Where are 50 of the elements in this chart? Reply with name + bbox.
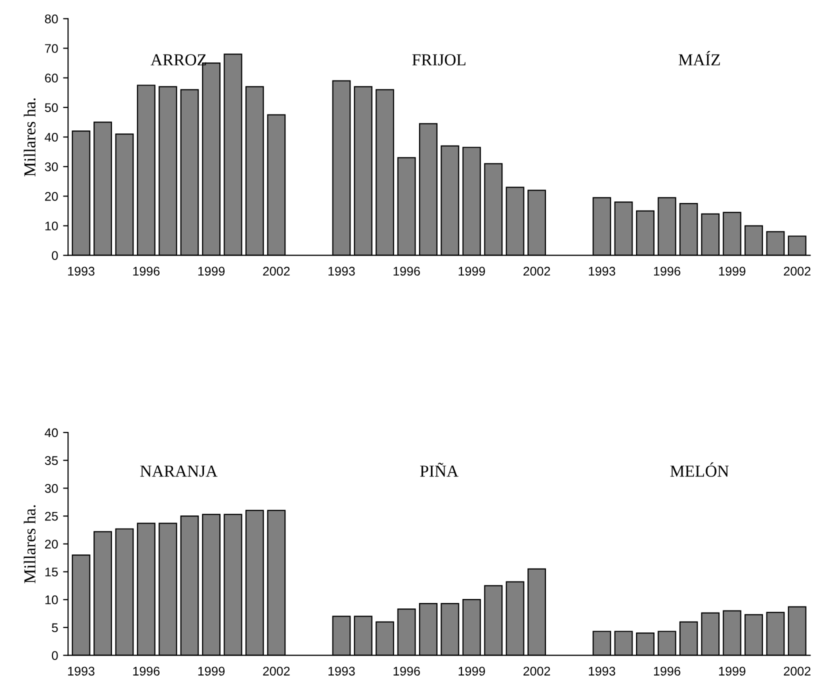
y-tick-label: 80 xyxy=(44,14,58,24)
x-tick-label: 1993 xyxy=(588,666,616,676)
y-tick-label: 20 xyxy=(45,192,58,201)
x-tick-label: 1993 xyxy=(588,266,616,276)
y-tick-label: 40 xyxy=(44,428,58,438)
y-tick-label: 5 xyxy=(52,623,58,632)
y-tick-label: 10 xyxy=(45,595,58,604)
x-tick-label: 1999 xyxy=(198,266,225,276)
annotation: MELÓN xyxy=(670,462,729,477)
y-tick-label: 50 xyxy=(44,103,58,112)
y-tick-label: 25 xyxy=(45,512,58,521)
x-tick-label: 1993 xyxy=(328,266,355,276)
y-axis-title: Millares ha. xyxy=(24,505,36,584)
y-tick-label: 15 xyxy=(45,568,58,576)
y-tick-label: 0 xyxy=(52,651,58,660)
x-tick-label: 2002 xyxy=(523,266,550,276)
x-tick-label: 1999 xyxy=(458,666,485,676)
y-tick-label: 35 xyxy=(44,456,58,466)
x-tick-label: 2002 xyxy=(263,266,290,276)
y-tick-label: 10 xyxy=(45,222,58,230)
x-tick-label: 2002 xyxy=(784,266,810,276)
x-tick-label: 1996 xyxy=(654,666,680,676)
x-tick-label: 1996 xyxy=(654,266,680,276)
y-tick-label: 70 xyxy=(45,44,58,53)
y-tick-label: 30 xyxy=(44,484,58,493)
x-tick-label: 1999 xyxy=(719,666,746,676)
x-tick-label: 1993 xyxy=(68,666,94,676)
x-tick-label: 2002 xyxy=(263,666,290,676)
y-tick-label: 30 xyxy=(44,162,58,172)
x-tick-label: 1996 xyxy=(133,666,160,676)
annotation: NARANJA xyxy=(140,466,218,477)
y-axis-title: Millares ha. xyxy=(24,98,36,176)
x-tick-label: 1996 xyxy=(394,666,420,676)
x-tick-label: 1993 xyxy=(68,266,94,276)
x-tick-label: 2002 xyxy=(784,666,810,676)
y-tick-label: 60 xyxy=(45,74,58,82)
x-tick-label: 1996 xyxy=(394,266,420,276)
y-tick-label: 0 xyxy=(52,251,58,260)
annotation: ARROZ xyxy=(150,54,206,66)
x-tick-label: 2002 xyxy=(523,666,550,676)
annotation: MAÍZ xyxy=(678,51,720,66)
x-tick-label: 1996 xyxy=(133,266,160,276)
annotation: FRIJOL xyxy=(412,54,466,66)
x-tick-label: 1999 xyxy=(198,666,225,676)
x-tick-label: 1999 xyxy=(458,266,485,276)
annotation: PIÑA xyxy=(420,462,458,477)
x-tick-label: 1999 xyxy=(719,266,746,276)
x-tick-label: 1993 xyxy=(328,666,355,676)
y-tick-label: 20 xyxy=(45,540,58,549)
y-tick-label: 40 xyxy=(44,132,58,142)
